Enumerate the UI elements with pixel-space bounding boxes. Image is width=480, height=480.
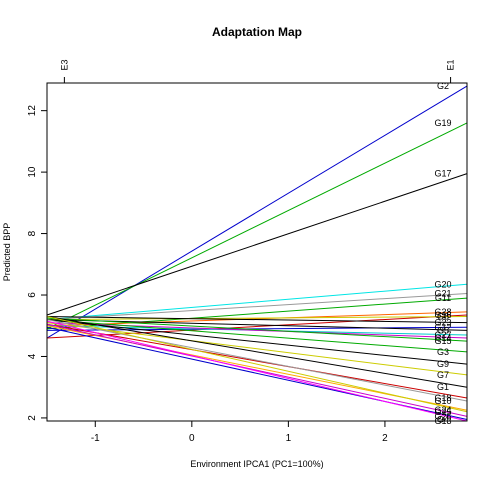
series-label-g5: G5 [437,325,449,335]
series-label-g4: G4 [437,414,449,424]
series-label-g15: G15 [434,336,451,346]
series-line-g21 [46,292,468,321]
series-label-g12: G12 [434,322,451,332]
series-line-g18 [46,323,468,399]
series-line-g23 [46,316,468,324]
series-label-g2: G2 [437,81,449,91]
series-line-g3 [46,319,468,353]
series-label-g7: G7 [437,370,449,380]
series-label-g20: G20 [434,279,451,289]
x-tick-label: -1 [91,433,100,444]
series-label-g14: G14 [434,333,451,343]
series-line-g5 [46,319,468,331]
y-tick-label: 10 [27,166,38,178]
y-tick-label: 4 [27,353,38,359]
series-line-g2 [46,85,468,339]
series-label-g3: G3 [437,347,449,357]
x-tick-label: 0 [189,433,195,444]
series-label-g21: G21 [434,288,451,298]
series-label-g23: G23 [434,318,451,328]
x-tick-label: 1 [286,433,292,444]
top-tick-label: E1 [446,59,456,70]
top-axis: E3 E1 [59,59,456,83]
series-label-g25: G25 [434,407,451,417]
series-line-g9 [46,319,468,365]
series-line-g25 [46,316,468,413]
series-label-g9: G9 [437,359,449,369]
series-line-g15 [46,317,468,342]
y-tick-label: 2 [27,415,38,421]
x-tick-label: 2 [382,433,388,444]
series-label-g17: G17 [434,169,451,179]
y-tick-label: 6 [27,292,38,298]
y-axis: 2 4 6 8 10 12 [27,105,47,421]
series-line-g1 [46,316,468,388]
series-label-g27: G27 [434,330,451,340]
series-line-g20 [46,283,468,321]
y-tick-label: 8 [27,230,38,236]
y-tick-label: 12 [27,105,38,117]
top-tick-label: E3 [59,59,69,70]
series-line-g17 [46,173,468,316]
plot-frame [46,82,468,422]
series-label-g18: G18 [434,393,451,403]
x-axis: -1 0 1 2 [91,421,388,444]
series-label-g24: G24 [434,405,451,415]
series-label-g10: G10 [434,396,451,406]
series-line-g10 [46,319,468,402]
series-line-g16 [46,314,468,339]
series-label-g8: G8 [437,312,449,322]
x-axis-label: Environment IPCA1 (PC1=100%) [190,459,323,469]
series-layer [46,85,468,422]
series-label-g1: G1 [437,382,449,392]
series-label-layer: G2G19G17G20G21G11G28G16G8G23G12G5G27G14G… [434,81,451,426]
series-line-g26 [46,323,468,417]
series-label-g11: G11 [435,293,451,303]
series-line-g7 [46,322,468,376]
series-line-g19 [46,122,468,330]
series-line-g12 [46,326,468,331]
series-label-g16: G16 [434,310,451,320]
series-label-g19: G19 [434,118,451,128]
series-line-g13 [46,320,468,422]
y-axis-label: Predicted BPP [2,223,12,282]
series-line-g28 [46,311,468,327]
series-label-g26: G26 [434,411,451,421]
series-line-g8 [46,316,468,321]
chart-title: Adaptation Map [212,25,302,39]
series-label-g28: G28 [434,307,451,317]
